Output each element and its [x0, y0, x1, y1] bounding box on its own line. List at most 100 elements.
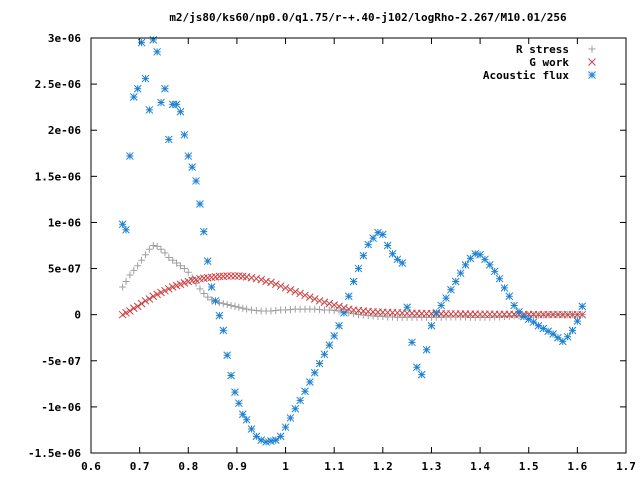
acoustic-flux-point	[126, 152, 134, 160]
g-work-point	[126, 307, 134, 315]
acoustic-flux-point	[267, 437, 275, 445]
acoustic-flux-point	[471, 249, 480, 258]
acoustic-flux-point	[122, 225, 130, 234]
x-tick-label: 1	[282, 460, 289, 473]
y-tick-label: 1e-06	[48, 216, 81, 229]
acoustic-flux-point	[573, 317, 582, 325]
acoustic-flux-point	[219, 326, 228, 335]
r-stress-point	[122, 277, 130, 285]
acoustic-flux-point	[437, 301, 446, 310]
series-g-work	[118, 272, 587, 319]
acoustic-flux-point	[129, 93, 138, 101]
acoustic-flux-point	[203, 257, 212, 266]
x-tick-label: 0.8	[178, 460, 198, 473]
r-stress-point	[149, 242, 157, 249]
acoustic-flux-point	[145, 106, 154, 114]
legend-label-r-stress: R stress	[516, 43, 569, 56]
x-tick-label: 1.2	[373, 460, 393, 473]
g-work-point	[320, 298, 329, 307]
g-work-point	[271, 280, 280, 289]
acoustic-flux-point	[568, 326, 577, 335]
acoustic-flux-point	[262, 438, 270, 446]
acoustic-flux-point	[199, 227, 208, 236]
r-stress-point	[223, 301, 231, 309]
g-work-point	[149, 292, 158, 301]
r-stress-point	[134, 262, 142, 270]
g-work-point	[129, 304, 138, 313]
acoustic-flux-point	[500, 284, 509, 292]
acoustic-flux-point	[310, 368, 319, 377]
g-work-point	[296, 289, 304, 298]
r-stress-point	[173, 259, 181, 267]
x-tick-label: 0.6	[81, 460, 101, 473]
acoustic-flux-point	[539, 324, 548, 333]
acoustic-flux-point	[354, 264, 363, 273]
acoustic-flux-point	[364, 240, 373, 249]
acoustic-flux-point	[276, 432, 285, 441]
r-stress-point	[161, 249, 169, 257]
acoustic-flux-point	[141, 74, 150, 83]
acoustic-flux-point	[398, 259, 407, 267]
g-work-point	[122, 308, 130, 317]
acoustic-flux-point	[330, 332, 339, 340]
x-tick-label: 0.7	[130, 460, 150, 473]
acoustic-flux-point	[133, 84, 142, 93]
g-work-point	[344, 305, 353, 313]
y-tick-label: 3e-06	[48, 32, 81, 45]
r-stress-point	[157, 245, 165, 253]
axis-ticks: -1.5e-06 -1e-06 -5e-07 0 5e-07 1e-06 1.5e-06 2e…	[28, 32, 636, 473]
r-stress-point	[169, 256, 177, 264]
series-acoustic-flux	[118, 35, 587, 446]
legend-label-acoustic-flux: Acoustic flux	[483, 69, 569, 82]
acoustic-flux-point	[207, 283, 216, 291]
acoustic-flux-point	[192, 177, 200, 185]
acoustic-flux-point	[374, 228, 382, 237]
r-stress-point	[200, 289, 208, 297]
acoustic-flux-point	[161, 84, 169, 93]
r-stress-point	[141, 251, 149, 259]
acoustic-flux-point	[461, 261, 470, 269]
acoustic-flux-point	[291, 404, 300, 413]
acoustic-flux-point	[172, 100, 181, 109]
acoustic-flux-point	[184, 152, 193, 160]
acoustic-flux-point	[301, 387, 309, 396]
chart-title: m2/js80/ks60/np0.0/q1.75/r-+.40-j102/log…	[169, 11, 567, 24]
g-work-point	[164, 284, 173, 293]
g-work-point	[276, 282, 285, 290]
acoustic-flux-point	[359, 251, 368, 260]
g-work-point	[247, 273, 256, 282]
acoustic-flux-point	[558, 337, 567, 346]
acoustic-flux-point	[157, 98, 165, 107]
r-stress-point	[119, 283, 127, 291]
acoustic-flux-point	[349, 277, 358, 286]
x-tick-label: 1.5	[519, 460, 539, 473]
acoustic-flux-point	[485, 261, 494, 269]
r-stress-point	[130, 266, 138, 274]
acoustic-flux-point	[188, 163, 197, 171]
acoustic-flux-point	[544, 327, 553, 336]
acoustic-flux-point	[315, 359, 324, 368]
acoustic-flux-point	[231, 388, 239, 396]
y-tick-label: 2e-06	[48, 124, 81, 137]
acoustic-flux-point	[325, 341, 334, 349]
acoustic-flux-point	[137, 38, 146, 47]
y-tick-label: 2.5e-06	[35, 78, 82, 91]
g-work-point	[215, 272, 224, 281]
acoustic-flux-point	[524, 315, 533, 324]
acoustic-flux-point	[257, 436, 266, 444]
g-work-point	[161, 286, 169, 295]
g-work-point	[242, 273, 251, 281]
acoustic-flux-point	[388, 249, 397, 258]
g-work-point	[157, 288, 165, 297]
plot-frame	[90, 37, 627, 454]
acoustic-flux-point	[383, 241, 392, 250]
acoustic-flux-point	[578, 302, 587, 311]
g-work-point	[306, 293, 314, 301]
acoustic-flux-point	[515, 308, 523, 316]
acoustic-flux-point	[176, 107, 185, 116]
g-work-point	[252, 274, 261, 283]
g-work-point	[262, 277, 270, 286]
acoustic-flux-point	[211, 296, 220, 305]
